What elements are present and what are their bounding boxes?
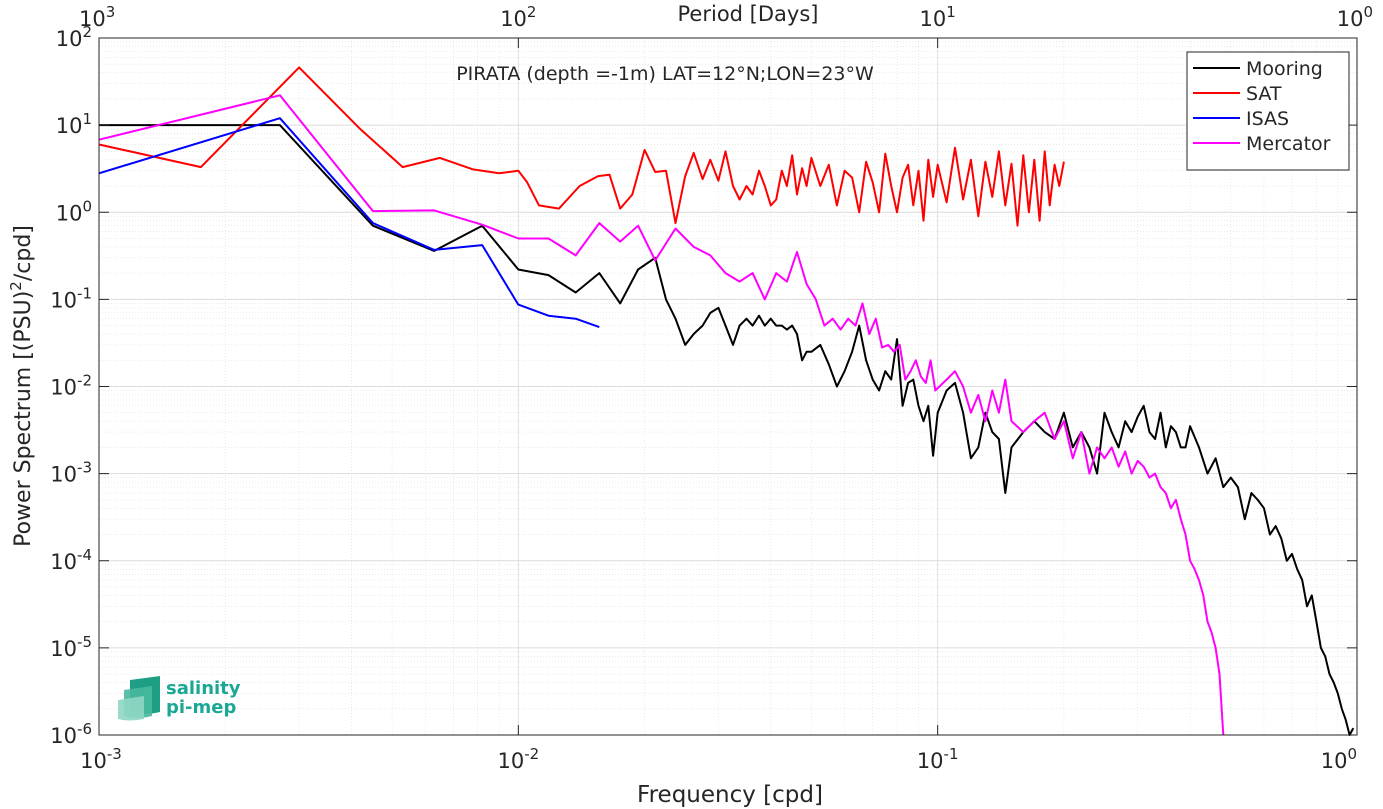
y-axis-label: Power Spectrum [(PSU)2/cpd] [7,225,36,547]
y-tick-label: 10-4 [50,546,92,574]
y-tick-label: 10-1 [50,284,92,312]
x-tick-label: 10-1 [917,745,959,773]
series-line-sat [98,66,1065,227]
legend-label-isas: ISAS [1246,108,1289,130]
top-x-tick-label: 102 [500,3,536,31]
legend-label-mooring: Mooring [1246,58,1323,80]
legend-label-sat: SAT [1246,83,1282,105]
x-tick-label: 100 [1321,745,1357,773]
legend-box [1186,51,1350,171]
series-line-mercator [98,94,1225,736]
y-tick-label: 10-3 [50,459,92,487]
y-tick-label: 100 [56,197,92,225]
legend-label-mercator: Mercator [1246,133,1331,155]
logo-text-salinity: salinity [166,678,241,699]
y-tick-label: 10-2 [50,372,92,400]
top-x-tick-label: 101 [920,3,956,31]
legend: Mooring SAT ISAS Mercator [1186,51,1350,171]
top-x-axis-label: Period [Days] [678,2,819,26]
x-axis-label: Frequency [cpd] [637,782,823,808]
x-tick-label: 10-2 [497,745,539,773]
top-x-tick-label: 100 [1337,3,1373,31]
top-x-tick-label: 103 [79,3,115,31]
x-tick-label: 10-3 [80,745,122,773]
series-lines [98,66,1355,736]
series-line-isas [98,117,600,329]
y-tick-label: 10-5 [50,633,92,661]
logo-text-pi-mep: pi-mep [166,697,236,718]
series-line-mooring [99,124,1355,736]
y-tick-label: 101 [56,110,92,138]
logo-wave-3 [118,696,144,721]
y-tick-label: 10-6 [50,720,92,748]
chart-title: PIRATA (depth =-1m) LAT=12°N;LON=23°W [456,63,874,85]
salinity-pi-mep-logo: salinity pi-mep [118,676,241,721]
y-tick-label: 102 [56,23,92,51]
